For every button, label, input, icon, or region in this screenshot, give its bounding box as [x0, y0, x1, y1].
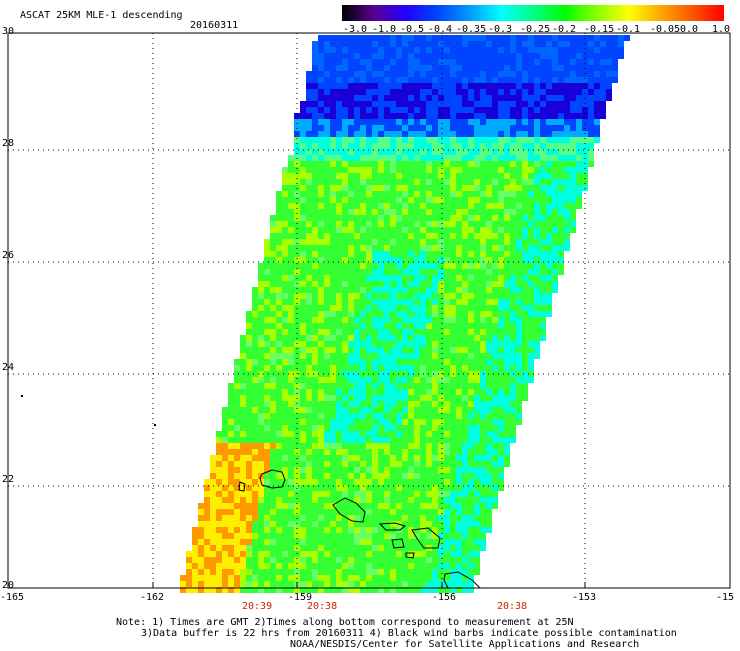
lat-label-30: 30 — [2, 26, 15, 37]
lat-label-20: 20 — [2, 580, 15, 591]
note-line-3: NOAA/NESDIS/Center for Satellite Applica… — [290, 639, 640, 650]
lat-label-22: 22 — [2, 474, 15, 485]
lon-ticks — [7, 582, 731, 588]
colorbar-tick-label: -0.15 — [584, 24, 615, 35]
lon-label-156: -156 — [432, 592, 457, 603]
colorbar-tick-label: -3.0 — [343, 24, 368, 35]
colorbar-tick-label: -0.35 — [456, 24, 487, 35]
colorbar-tick-label: 0.0 — [680, 24, 699, 35]
colorbar-tick-label: -0.2 — [552, 24, 577, 35]
lon-label-162: -162 — [140, 592, 165, 603]
wind-swath — [180, 35, 630, 593]
note-line-2: 3)Data buffer is 22 hrs from 20160311 4)… — [141, 628, 677, 639]
colorbar-tick-label: -0.25 — [520, 24, 551, 35]
colorbar-tick-label: -0.5 — [400, 24, 425, 35]
date-label: 20160311 — [190, 20, 239, 31]
data-dot — [21, 395, 23, 397]
colorbar-tick-label: -0.1 — [616, 24, 641, 35]
lat-label-28: 28 — [2, 138, 15, 149]
data-dot — [154, 424, 156, 426]
product-title: ASCAT 25KM MLE-1 descending — [20, 10, 183, 21]
color-scale-labels: -3.0 -1.0 -0.5 -0.4 -0.35 -0.3 -0.25 -0.2 -0.15-… — [0, 24, 740, 36]
time-label-3: 20:38 — [497, 601, 528, 612]
lon-label-150: -15 — [716, 592, 735, 603]
time-label-2: 20:38 — [307, 601, 338, 612]
lat-label-26: 26 — [2, 250, 15, 261]
lon-label-165: -165 — [0, 592, 25, 603]
colorbar-tick-label: 1.0 — [712, 24, 731, 35]
colorbar-tick-label: -0.4 — [428, 24, 453, 35]
colorbar-tick-label: -0.3 — [488, 24, 513, 35]
colorbar-tick-label: -1.0 — [372, 24, 397, 35]
island-outlines — [238, 469, 482, 589]
map-frame — [7, 32, 731, 589]
lon-label-159: -159 — [288, 592, 313, 603]
colorbar-tick-label: -0.05 — [650, 24, 681, 35]
color-scale-bar — [342, 5, 724, 21]
note-line-1: Note: 1) Times are GMT 2)Times along bot… — [116, 617, 574, 628]
time-label-1: 20:39 — [242, 601, 273, 612]
lon-label-153: -153 — [572, 592, 597, 603]
lat-label-24: 24 — [2, 362, 15, 373]
